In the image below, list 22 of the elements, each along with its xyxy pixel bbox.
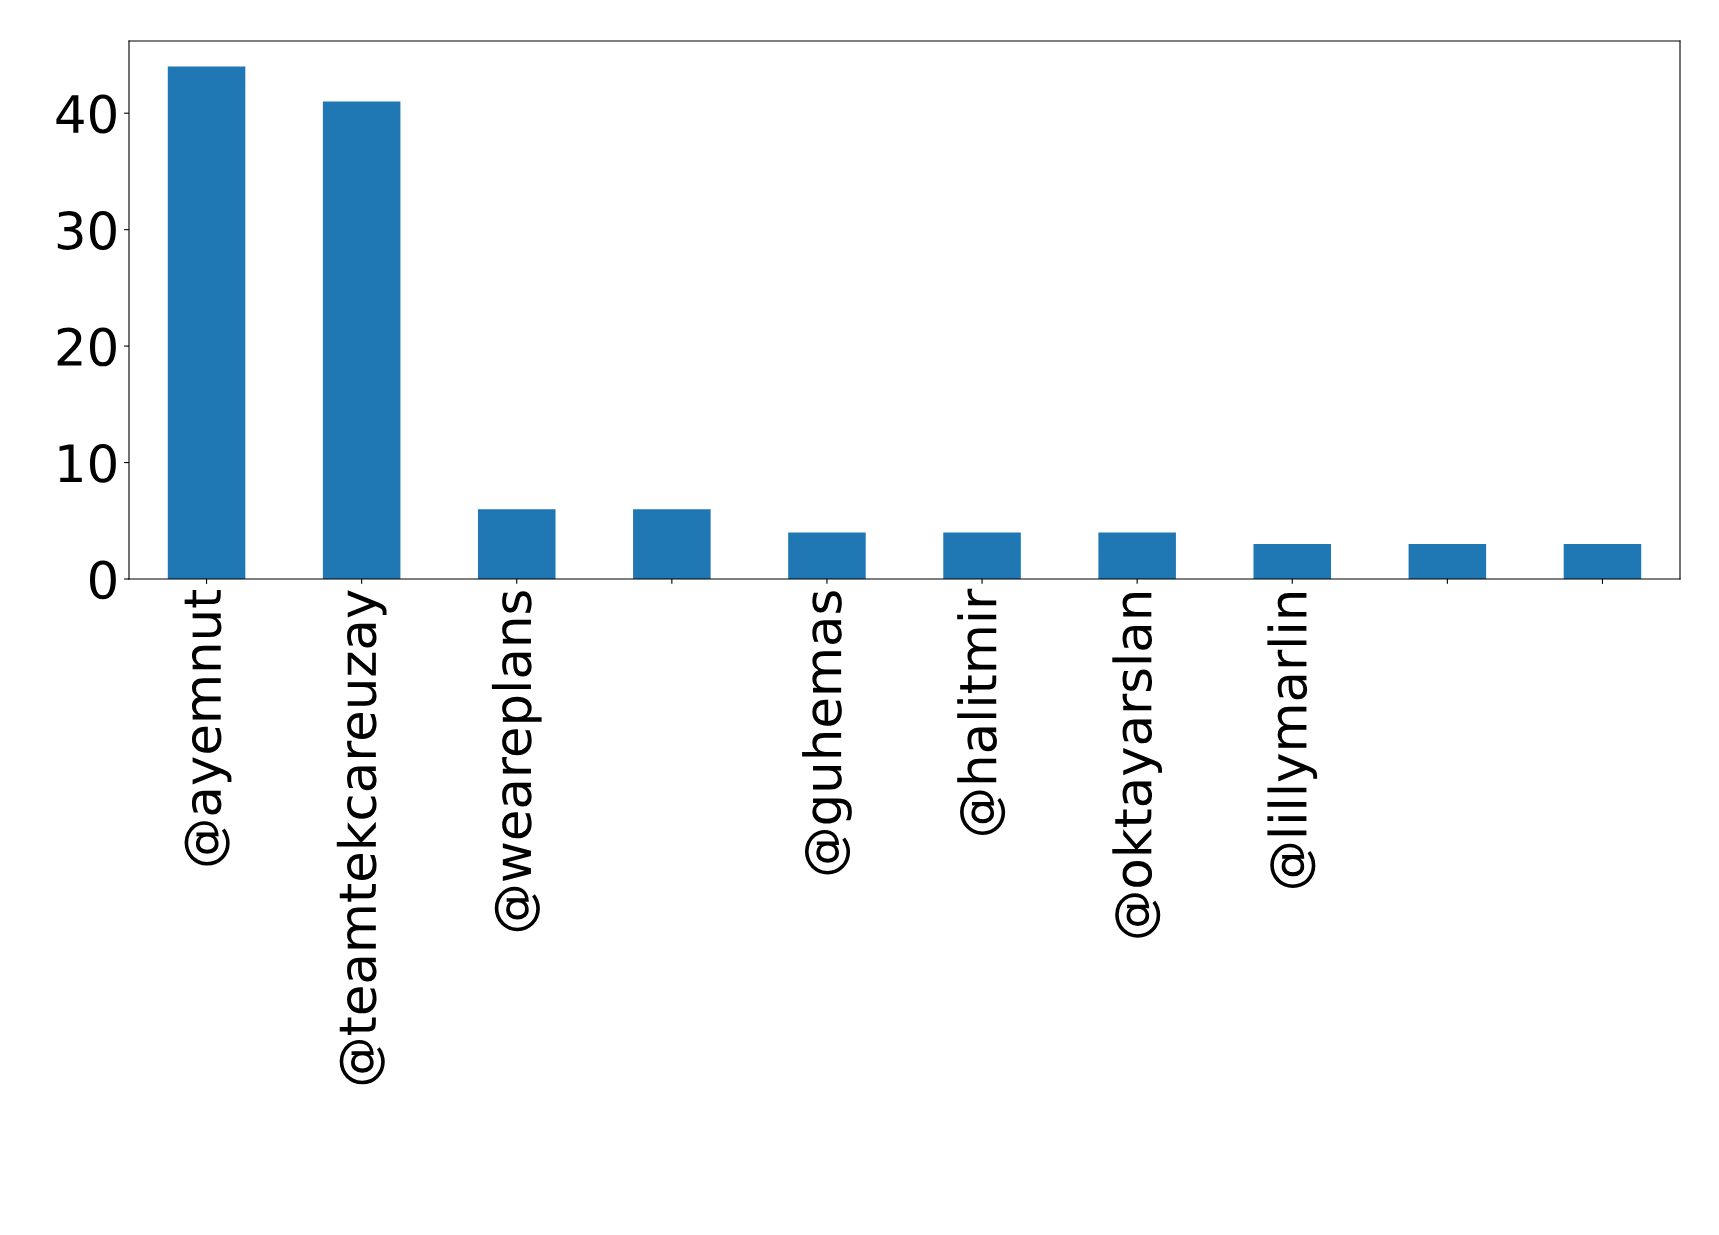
bar bbox=[477, 509, 556, 579]
x-tick-label: @guhemas bbox=[802, 591, 852, 875]
bar bbox=[322, 101, 401, 579]
x-tick-label: @weareplans bbox=[491, 591, 542, 932]
x-tick-label: @oktayarslan bbox=[1112, 593, 1163, 938]
y-tick-label: 0 bbox=[89, 560, 116, 600]
x-tick-label: @ayemnut bbox=[184, 589, 232, 866]
x-tick-label: @lillymarlin bbox=[1267, 593, 1318, 889]
x-tick-label: @halitmir bbox=[957, 588, 1006, 835]
bar bbox=[633, 509, 711, 579]
bar bbox=[1253, 544, 1332, 579]
bar bbox=[1563, 544, 1642, 579]
y-tick-label: 10 bbox=[59, 443, 116, 483]
y-tick-label: 40 bbox=[56, 94, 116, 134]
bar bbox=[943, 532, 1021, 579]
bar bbox=[1098, 532, 1176, 579]
bar bbox=[167, 66, 246, 579]
bar bbox=[1408, 544, 1487, 579]
y-tick-label: 20 bbox=[57, 327, 116, 367]
y-tick-label: 30 bbox=[57, 211, 116, 250]
x-tick-label: @teamtekcareuzay bbox=[336, 590, 387, 1085]
bar bbox=[788, 532, 866, 579]
